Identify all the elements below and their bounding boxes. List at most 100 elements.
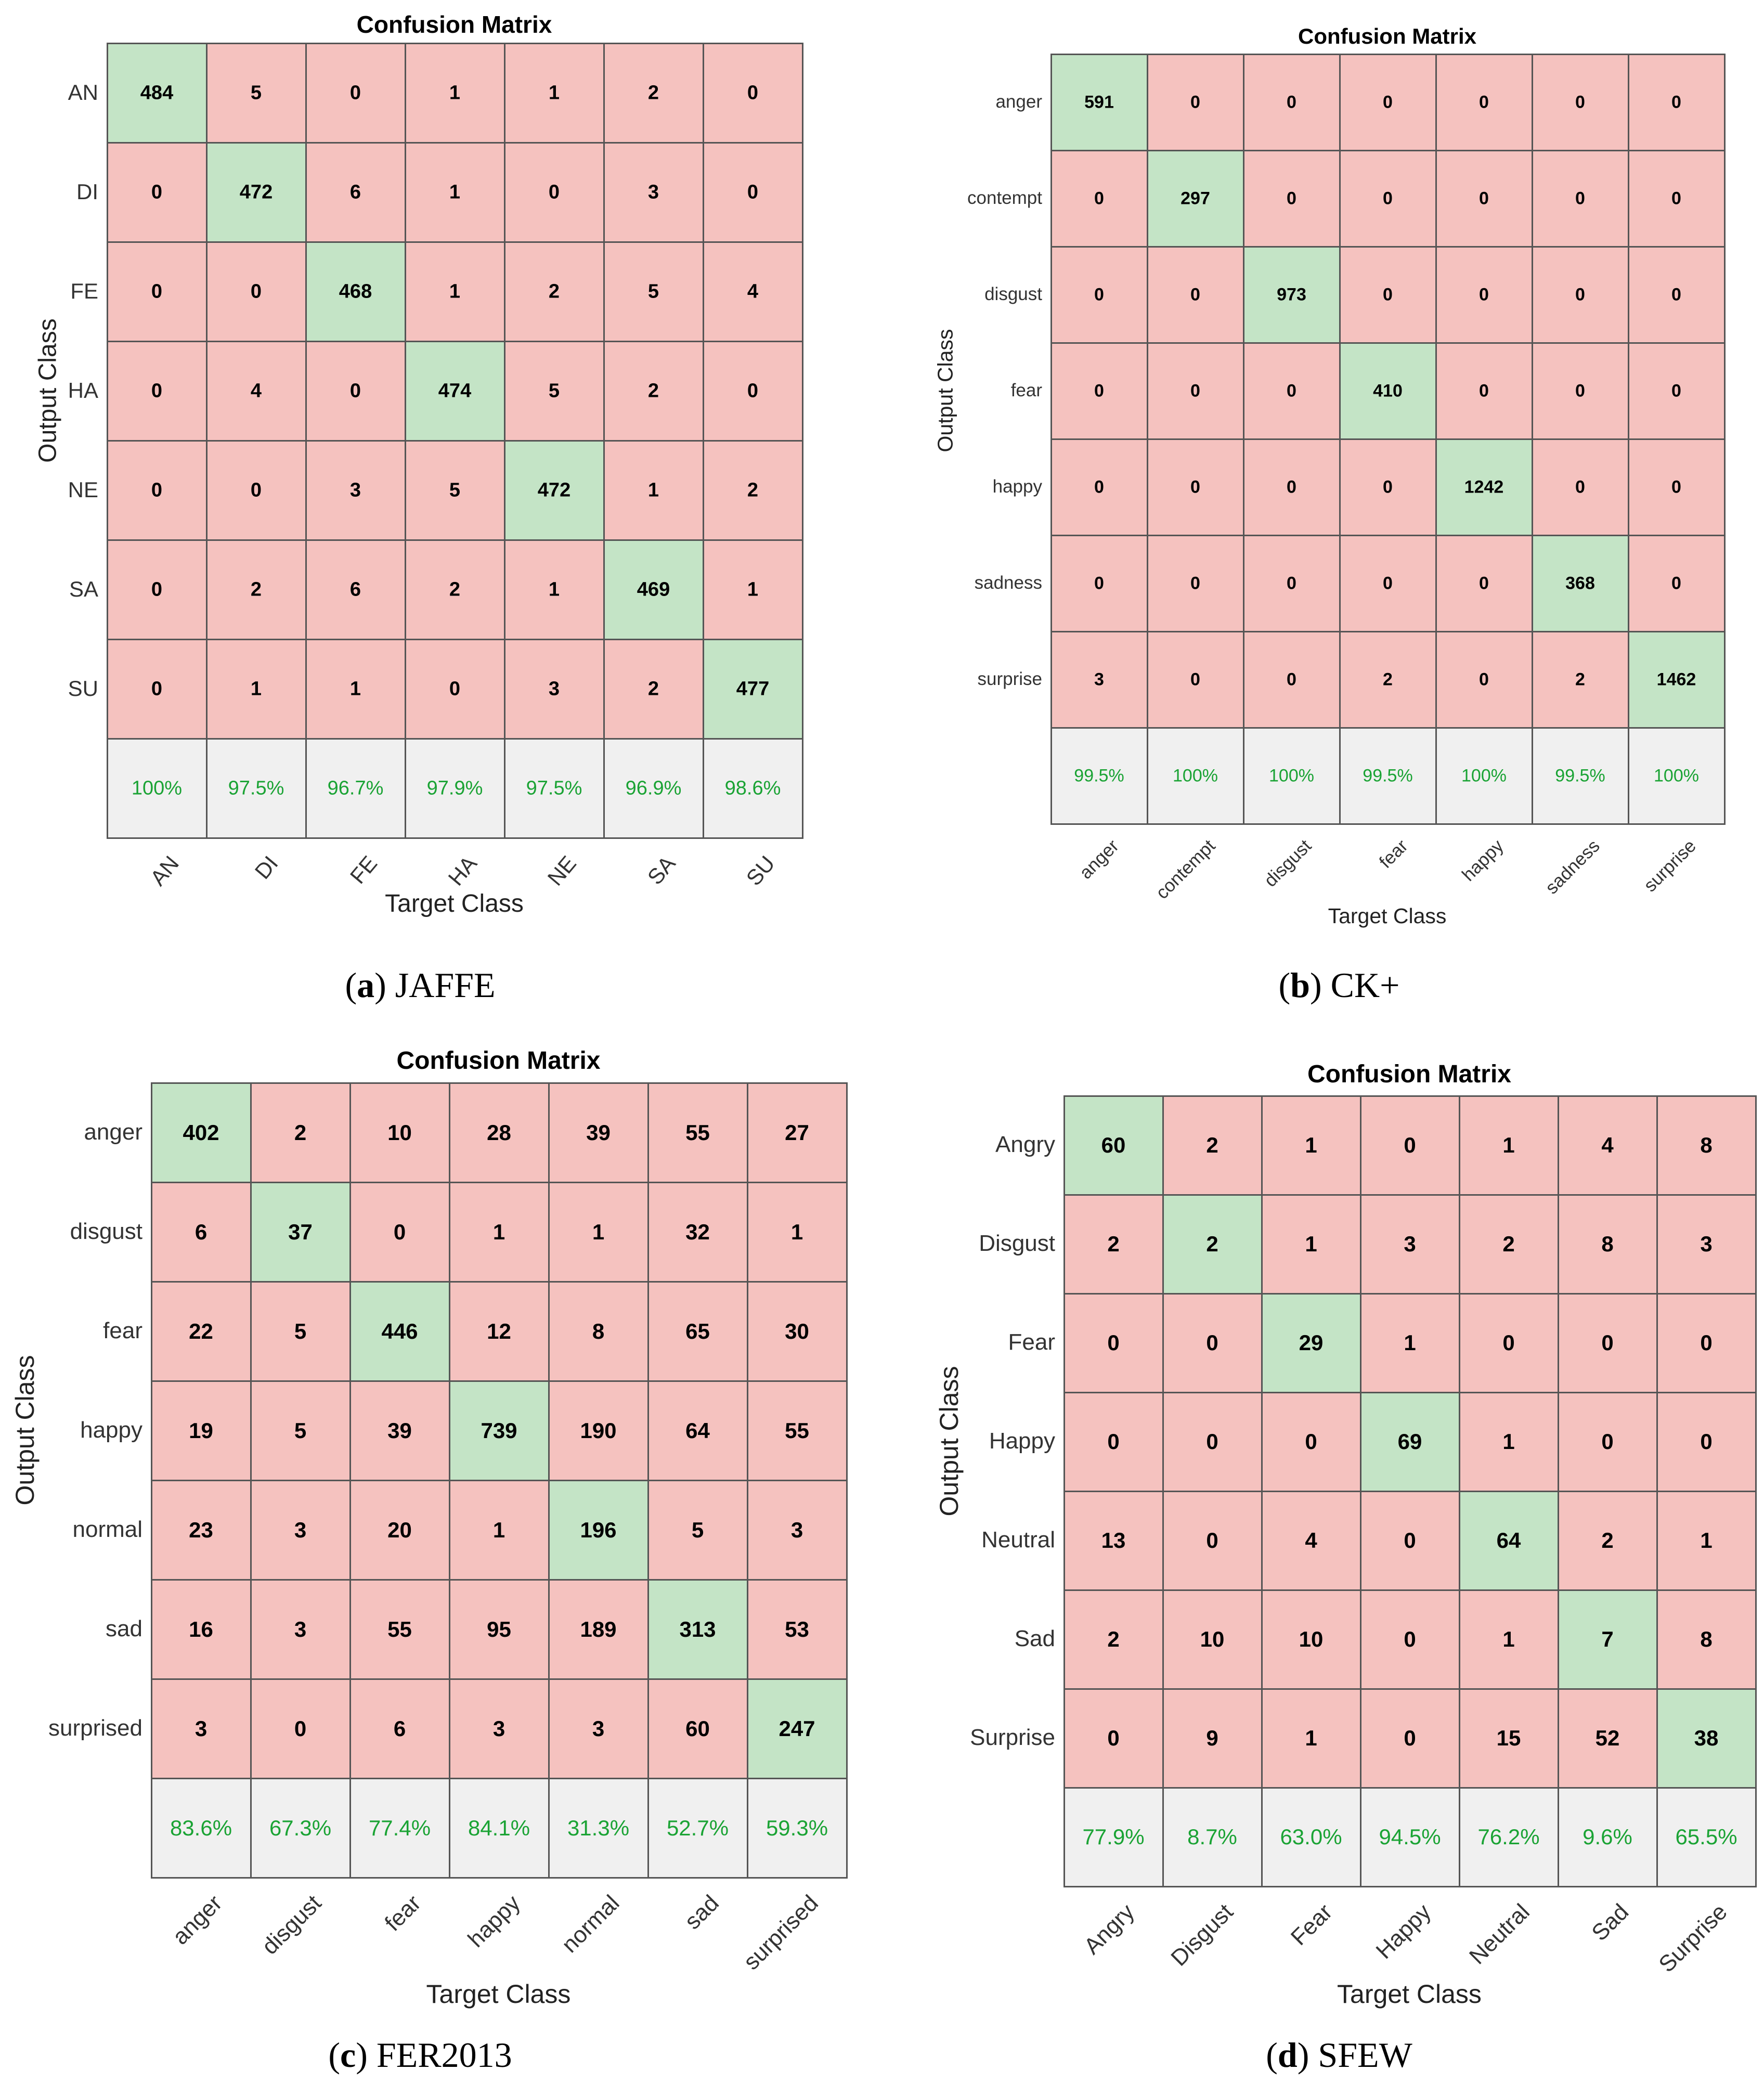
column-label: fear bbox=[1375, 835, 1412, 873]
row-label: sadness bbox=[974, 572, 1042, 593]
column-label: Fear bbox=[1286, 1899, 1338, 1950]
cell-value: 0 bbox=[1190, 573, 1200, 593]
chart-title: Confusion Matrix bbox=[396, 1047, 601, 1075]
diagonal-cell bbox=[1628, 631, 1726, 729]
cell-value: 95 bbox=[487, 1616, 511, 1641]
cell-value: 3 bbox=[1700, 1232, 1713, 1256]
cell-value: 3 bbox=[492, 1716, 505, 1741]
cell-value: 1 bbox=[790, 1219, 803, 1244]
cell-value: 3 bbox=[294, 1616, 307, 1641]
matrix-cell bbox=[250, 1380, 351, 1481]
cell-value: 1242 bbox=[1464, 477, 1504, 497]
cell-value: 0 bbox=[1287, 188, 1296, 208]
column-label: Surprise bbox=[1654, 1899, 1733, 1977]
y-axis-label: Output Class bbox=[10, 1354, 40, 1506]
matrix-cell bbox=[1162, 1491, 1263, 1591]
caption-letter: c bbox=[340, 2035, 356, 2075]
cell-value: 3 bbox=[194, 1716, 207, 1741]
column-label: Neutral bbox=[1464, 1899, 1535, 1970]
cell-value: 0 bbox=[1575, 381, 1585, 400]
caption-letter: a bbox=[357, 965, 375, 1005]
cell-value: 29 bbox=[1299, 1330, 1324, 1355]
row-label: SU bbox=[68, 676, 98, 701]
caption-dataset-name: SFEW bbox=[1318, 2035, 1412, 2075]
cell-value: 0 bbox=[294, 1716, 307, 1741]
panel-caption: (c) FER2013 bbox=[328, 2035, 512, 2075]
matrix-cell bbox=[1656, 1392, 1757, 1492]
panel-caption: (a) JAFFE bbox=[345, 965, 496, 1005]
accuracy-cell bbox=[1435, 727, 1533, 825]
cell-value: 0 bbox=[1305, 1429, 1317, 1454]
matrix-cell bbox=[1628, 535, 1726, 632]
matrix-cell bbox=[647, 1678, 748, 1779]
column-label: AN bbox=[145, 851, 184, 890]
matrix-cell bbox=[1656, 1095, 1757, 1196]
accuracy-label: 67.3% bbox=[269, 1815, 332, 1840]
cell-value: 5 bbox=[294, 1318, 307, 1343]
matrix-cell bbox=[647, 1380, 748, 1481]
cell-value: 1 bbox=[1404, 1330, 1416, 1355]
cell-value: 1 bbox=[1305, 1726, 1317, 1750]
accuracy-label: 8.7% bbox=[1187, 1825, 1237, 1849]
cell-value: 0 bbox=[1094, 573, 1104, 593]
cell-value: 0 bbox=[1206, 1528, 1218, 1552]
column-label: Sad bbox=[1587, 1899, 1634, 1946]
cell-value: 0 bbox=[1671, 573, 1681, 593]
cell-value: 0 bbox=[1383, 188, 1393, 208]
accuracy-cell bbox=[1459, 1787, 1559, 1887]
matrix-cell bbox=[1656, 1589, 1757, 1690]
cell-value: 0 bbox=[1601, 1330, 1614, 1355]
row-label: fear bbox=[1010, 380, 1042, 400]
cell-value: 0 bbox=[1094, 284, 1104, 304]
cell-value: 2 bbox=[647, 380, 659, 402]
cell-value: 0 bbox=[1404, 1627, 1416, 1651]
diagonal-cell bbox=[107, 43, 207, 144]
cell-value: 0 bbox=[1107, 1330, 1120, 1355]
cell-value: 52 bbox=[1595, 1726, 1620, 1750]
cell-value: 1 bbox=[1305, 1232, 1317, 1256]
cell-value: 8 bbox=[1700, 1627, 1713, 1651]
cell-value: 64 bbox=[685, 1418, 710, 1443]
cell-value: 591 bbox=[1084, 92, 1114, 112]
cell-value: 2 bbox=[747, 479, 759, 501]
cell-value: 1462 bbox=[1656, 669, 1696, 689]
cell-value: 1 bbox=[1502, 1133, 1515, 1157]
row-label: happy bbox=[80, 1417, 142, 1443]
row-label: Surprise bbox=[970, 1725, 1055, 1750]
cell-value: 0 bbox=[1479, 669, 1489, 689]
cell-value: 313 bbox=[679, 1616, 716, 1641]
cell-value: 6 bbox=[349, 181, 361, 203]
cell-value: 2 bbox=[647, 678, 659, 700]
matrix-cell bbox=[1628, 150, 1726, 248]
matrix-cell bbox=[250, 1082, 351, 1183]
cell-value: 5 bbox=[691, 1517, 704, 1542]
cell-value: 0 bbox=[349, 82, 361, 103]
cell-value: 0 bbox=[1404, 1726, 1416, 1750]
column-label: anger bbox=[167, 1890, 227, 1950]
cell-value: 60 bbox=[685, 1716, 710, 1741]
matrix-cell bbox=[250, 1281, 351, 1382]
accuracy-cell bbox=[1050, 727, 1148, 825]
matrix-cell bbox=[1435, 631, 1533, 729]
matrix-cell bbox=[1050, 438, 1148, 536]
cell-value: 0 bbox=[747, 82, 759, 103]
accuracy-label: 97.5% bbox=[526, 777, 582, 799]
cell-value: 37 bbox=[288, 1219, 313, 1244]
matrix-cell bbox=[1050, 535, 1148, 632]
accuracy-cell bbox=[747, 1778, 848, 1879]
cell-value: 55 bbox=[685, 1120, 710, 1145]
row-label: AN bbox=[68, 80, 98, 105]
row-label: anger bbox=[995, 91, 1042, 112]
cell-value: 1 bbox=[492, 1219, 505, 1244]
matrix-cell bbox=[548, 1678, 649, 1779]
matrix-cell bbox=[1339, 246, 1437, 344]
diagonal-cell bbox=[250, 1182, 351, 1283]
cell-value: 1 bbox=[592, 1219, 605, 1244]
column-label: SU bbox=[741, 851, 780, 890]
cell-value: 2 bbox=[449, 578, 461, 600]
x-axis-label: Target Class bbox=[426, 1979, 571, 2009]
accuracy-label: 77.9% bbox=[1082, 1825, 1145, 1849]
matrix-cell bbox=[1558, 1392, 1658, 1492]
accuracy-label: 76.2% bbox=[1477, 1825, 1540, 1849]
matrix-cell bbox=[1147, 438, 1244, 536]
